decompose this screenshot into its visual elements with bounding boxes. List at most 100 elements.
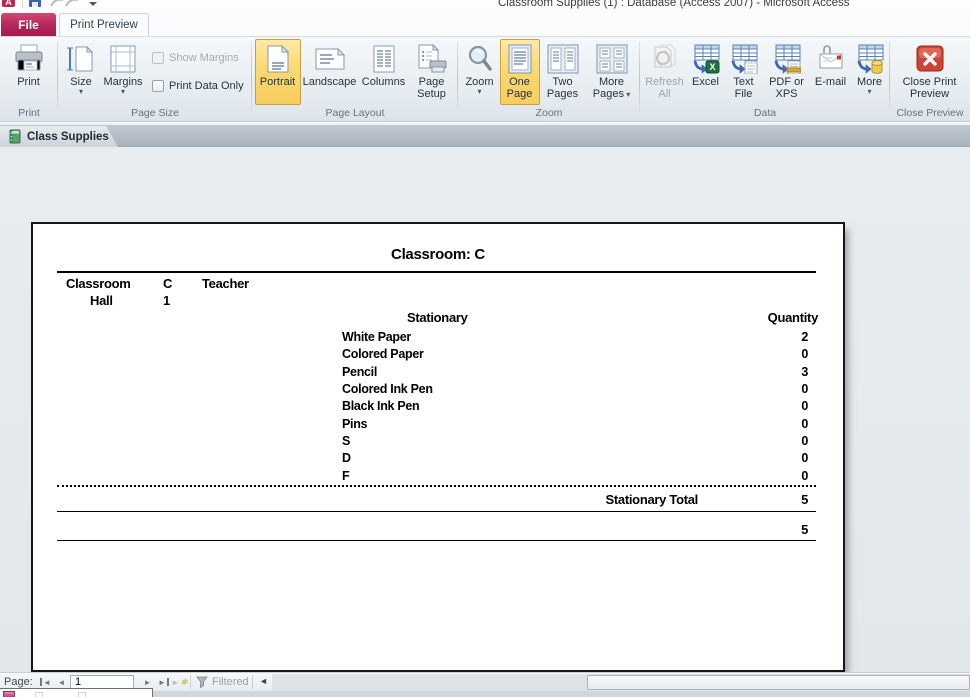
report-notebook-icon [9,129,21,144]
report-page[interactable]: Classroom: C Classroom C Teacher Hall 1 … [31,222,845,672]
background-window-checkbox [35,692,43,697]
title-bar: A Classroom Supplies (1) : Database (Acc… [0,0,970,13]
previous-page-button[interactable]: ◄ [57,677,66,687]
horizontal-scrollbar[interactable] [272,674,970,691]
paper-size-icon [67,42,95,76]
page-setup-icon [417,42,447,76]
stationary-total-label: Stationary Total [605,492,699,507]
close-print-preview-button[interactable]: Close Print Preview [894,39,966,105]
filter-funnel-icon [196,676,208,688]
next-page-button[interactable]: ► [143,677,152,687]
item-qty: 0 [801,382,808,396]
ribbon-group-page-size: Size Margins [58,37,252,121]
columns-button[interactable]: Columns [359,39,409,105]
group-label-print: Print [18,107,40,119]
group-label-page-layout: Page Layout [325,107,385,119]
checkbox-icon [152,52,164,64]
svg-text:X: X [709,62,715,72]
item-name: F [342,469,350,483]
item-name: Pins [342,417,368,431]
svg-text:A: A [5,0,12,7]
scroll-left-icon[interactable]: ◄ [259,676,268,686]
print-button[interactable]: Print [5,39,53,105]
horizontal-scrollbar-thumb[interactable] [587,675,970,690]
background-window-sliver [0,688,153,697]
print-preview-canvas[interactable]: Classroom: C Classroom C Teacher Hall 1 … [0,147,970,672]
landscape-button[interactable]: Landscape [301,39,359,105]
stationary-total-value: 5 [801,492,808,507]
item-name: D [342,451,351,465]
item-qty: 3 [801,365,808,379]
export-pdf-xps-button[interactable]: PDF or XPS [764,39,810,105]
more-export-button[interactable]: More [852,39,888,105]
item-name: Colored Ink Pen [342,382,433,396]
export-excel-button[interactable]: X Excel [688,39,724,105]
more-pages-icon [596,42,628,76]
close-icon [916,42,944,76]
column-header-stationary: Stationary [407,310,468,325]
show-margins-checkbox[interactable]: Show Margins [152,52,244,64]
ribbon-group-print: Print Print [0,37,58,121]
statusbar-separator [190,675,191,689]
email-icon [816,42,846,76]
window-title: Classroom Supplies (1) : Database (Acces… [498,0,850,9]
columns-icon [372,42,396,76]
qat-customize-caret-icon[interactable] [88,0,98,8]
tab-file[interactable]: File [1,13,56,36]
filtered-button[interactable]: Filtered [196,674,250,690]
ribbon-group-close-preview: Close Print Preview Close Preview [890,37,970,121]
email-button[interactable]: E-mail [810,39,852,105]
tab-print-preview[interactable]: Print Preview [59,13,149,36]
margins-icon [110,42,136,76]
more-pages-button[interactable]: More Pages [586,39,638,105]
report-dotted-rule [57,485,816,487]
excel-export-icon: X [692,42,720,76]
ribbon: Print Print S [0,36,970,122]
two-pages-button[interactable]: Two Pages [540,39,586,105]
group-label-data: Data [753,107,777,119]
quick-access-toolbar: A [2,0,98,8]
ribbon-tab-row: File Print Preview [0,13,970,36]
new-page-button[interactable]: ► ✱ [171,676,188,687]
hall-label: Hall [90,293,113,308]
background-window-checkbox [78,692,86,697]
landscape-page-icon [314,42,346,76]
page-size-options: Show Margins Print Data Only [152,39,244,105]
statusbar-separator [252,675,253,689]
teacher-label: Teacher [202,276,249,291]
item-qty: 0 [801,347,808,361]
document-tab-strip: Class Supplies [0,125,970,147]
size-button[interactable]: Size [62,39,100,105]
refresh-icon [651,42,679,76]
hall-value: 1 [163,293,170,308]
group-label-page-size: Page Size [131,107,179,119]
undo-redo-icons[interactable] [48,0,82,8]
classroom-label: Classroom [66,276,131,291]
two-pages-icon [547,42,579,76]
margins-button[interactable]: Margins [100,39,146,105]
item-qty: 0 [801,434,808,448]
last-page-button[interactable]: ► [156,675,171,689]
item-qty: 2 [801,330,808,344]
zoom-button[interactable]: Zoom [460,39,500,105]
print-data-only-checkbox[interactable]: Print Data Only [152,80,244,92]
classroom-value: C [163,276,173,291]
ribbon-group-page-layout: Portrait Landscape [252,37,458,121]
page-setup-button[interactable]: Page Setup [409,39,455,105]
item-name: Black Ink Pen [342,399,420,413]
one-page-button[interactable]: One Page [499,39,540,105]
report-rule [57,540,816,541]
first-page-button[interactable]: ◄ [38,675,53,689]
refresh-all-button[interactable]: Refresh All [642,39,688,105]
text-file-export-icon [730,42,758,76]
item-name: Colored Paper [342,347,424,361]
current-page-input[interactable] [70,675,134,689]
portrait-button[interactable]: Portrait [254,39,301,105]
item-qty: 0 [801,417,808,431]
export-text-file-button[interactable]: Text File [724,39,764,105]
document-tab-label: Class Supplies [27,130,109,143]
grand-total-value: 5 [801,522,808,537]
save-icon[interactable] [29,0,42,8]
document-tab-class-supplies[interactable]: Class Supplies [0,126,118,147]
